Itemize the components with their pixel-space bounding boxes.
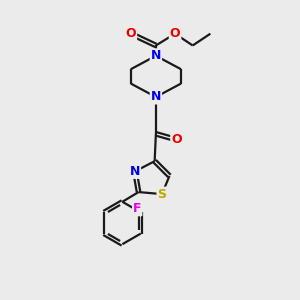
Text: N: N	[151, 49, 161, 62]
Text: F: F	[133, 202, 141, 215]
Text: N: N	[130, 165, 140, 178]
Text: O: O	[170, 27, 180, 40]
Text: O: O	[171, 133, 182, 146]
Text: N: N	[151, 91, 161, 103]
Text: S: S	[158, 188, 166, 201]
Text: O: O	[125, 27, 136, 40]
